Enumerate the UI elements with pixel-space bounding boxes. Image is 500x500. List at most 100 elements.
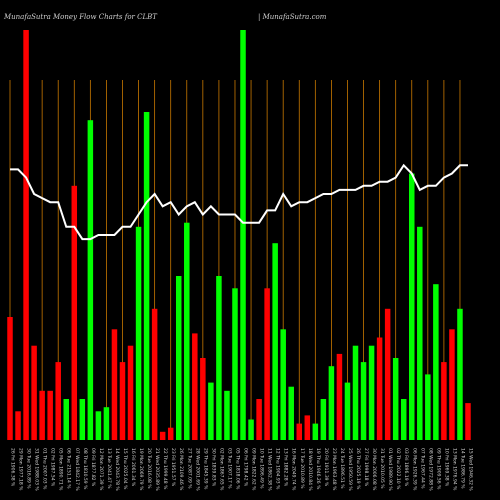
flow-bar bbox=[216, 276, 222, 440]
flow-bar bbox=[425, 374, 431, 440]
flow-bar bbox=[272, 243, 278, 440]
flow-bar bbox=[127, 345, 134, 440]
flow-bar bbox=[288, 386, 294, 440]
money-flow-line bbox=[10, 163, 468, 241]
x-tick-label: 06 Tue 2151.14 % bbox=[66, 448, 72, 489]
flow-bar bbox=[135, 226, 142, 440]
x-tick-label: 12 Mon 2071.39 % bbox=[98, 448, 104, 491]
flow-bar bbox=[449, 329, 455, 440]
flow-bar bbox=[344, 382, 351, 440]
flow-bar bbox=[441, 362, 447, 440]
flow-bar bbox=[151, 308, 158, 440]
flow-bar bbox=[200, 358, 206, 440]
flow-bar bbox=[256, 399, 262, 440]
x-tick-label: 10 Fri 1969.38 % bbox=[443, 448, 449, 487]
x-tick-label: 26 Fri 1906.38 % bbox=[10, 448, 16, 487]
x-tick-label: 08 Wed 1972.88 % bbox=[427, 448, 433, 491]
x-tick-label: 12 Thu 1904.93 % bbox=[275, 448, 281, 490]
chart-title: MunafaSutra Money Flow Charts for CLBT bbox=[4, 13, 157, 21]
flow-bar bbox=[336, 353, 343, 440]
flow-bar bbox=[368, 345, 375, 440]
x-tick-label: 08 Thu 1810.59 % bbox=[82, 448, 88, 490]
x-tick-label: 15 Thu 2025.04 % bbox=[122, 448, 128, 490]
flow-bar bbox=[280, 329, 286, 440]
x-tick-label: 14 Wed 2043.78 % bbox=[114, 448, 120, 491]
flow-bar bbox=[159, 431, 166, 440]
x-tick-label: 14 Tue 1986.79 % bbox=[459, 448, 465, 489]
flow-bar bbox=[143, 112, 150, 440]
flow-bar bbox=[264, 288, 270, 440]
flow-bar bbox=[208, 382, 214, 440]
flow-bar bbox=[71, 185, 78, 440]
x-tick-label: 13 Tue 2041.47 % bbox=[106, 448, 112, 489]
x-tick-label: 26 Mon 2109.46 % bbox=[178, 448, 184, 491]
x-tick-labels: 26 Fri 1906.38 % 29 Mon 1977.18 % 30 Tue 2… bbox=[10, 448, 474, 491]
flow-bar bbox=[175, 276, 182, 440]
site-credit: | MunafaSutra.com bbox=[258, 13, 327, 21]
x-tick-label: 07 Tue 1967.44 % bbox=[419, 448, 425, 489]
x-tick-label: 03 Tue 1907.17 % bbox=[226, 448, 232, 489]
flow-bar bbox=[224, 390, 230, 440]
x-tick-label: 09 Thu 1909.56 % bbox=[435, 448, 441, 490]
flow-bar bbox=[232, 288, 238, 440]
flow-bar bbox=[465, 403, 471, 440]
flow-bar bbox=[79, 399, 86, 440]
x-tick-label: 31 Wed 1988.03 % bbox=[34, 448, 40, 491]
x-tick-label: 05 Mon 1890.71 % bbox=[58, 448, 64, 491]
flow-bar bbox=[296, 423, 303, 440]
x-tick-label: 27 Fri 1998.18 % bbox=[363, 448, 369, 487]
x-tick-label: 02 Fri 1987.54 % bbox=[50, 448, 56, 487]
flow-bar bbox=[360, 362, 367, 440]
flow-bar bbox=[23, 30, 29, 440]
flow-bar bbox=[7, 317, 13, 440]
x-tick-label: 18 Wed 2010.84 % bbox=[307, 448, 313, 491]
flow-bar bbox=[95, 411, 102, 440]
x-tick-label: 30 Fri 1839.83 % bbox=[210, 448, 216, 487]
x-tick-label: 06 Mon 1926.39 % bbox=[411, 448, 417, 491]
flow-bar bbox=[184, 222, 190, 440]
x-tick-label: 10 Tue 1896.49 % bbox=[259, 448, 265, 489]
flow-bar bbox=[312, 423, 319, 440]
flow-bar bbox=[248, 419, 254, 440]
flow-bar bbox=[55, 362, 61, 440]
flow-bar bbox=[392, 358, 399, 440]
flow-bar bbox=[409, 173, 415, 440]
x-tick-label: 03 Fri 1896.19 % bbox=[403, 448, 409, 487]
flow-bar bbox=[103, 407, 110, 440]
flow-bar bbox=[384, 308, 391, 440]
x-tick-label: 22 Thu 1999.48 % bbox=[162, 448, 168, 490]
x-tick-label: 13 Fri 1882.28 % bbox=[283, 448, 289, 487]
x-tick-label: 07 Wed 1842.17 % bbox=[74, 448, 80, 491]
x-tick-label: 20 Tue 2016.08 % bbox=[146, 448, 152, 489]
flow-bar bbox=[63, 399, 69, 440]
flow-bar bbox=[376, 337, 383, 440]
flow-bar bbox=[111, 329, 118, 440]
x-tick-label: 21 Wed 2035.89 % bbox=[154, 448, 160, 491]
flow-bars bbox=[7, 30, 471, 440]
flow-bar bbox=[328, 366, 335, 440]
flow-bar bbox=[352, 345, 359, 440]
flow-bar bbox=[15, 411, 21, 440]
flow-bar bbox=[417, 226, 423, 440]
flow-bar bbox=[240, 30, 246, 440]
x-tick-label: 01 Thu 2007.03 % bbox=[42, 448, 48, 490]
flow-bar bbox=[400, 399, 407, 440]
x-tick-label: 13 Mon 1976.94 % bbox=[451, 448, 457, 491]
x-tick-label: 15 Wed 1946.32 % bbox=[468, 448, 474, 491]
x-tick-label: 19 Thu 1946.26 % bbox=[315, 448, 321, 490]
flow-bar bbox=[304, 415, 311, 440]
flow-bar bbox=[87, 120, 94, 440]
flow-bar bbox=[47, 390, 53, 440]
flow-bar bbox=[320, 399, 327, 440]
x-tick-label: 17 Tue 2010.89 % bbox=[299, 448, 305, 489]
x-tick-label: 28 Wed 2001.69 % bbox=[194, 448, 200, 491]
x-tick-label: 02 Thu 2022.10 % bbox=[395, 448, 401, 490]
x-tick-label: 20 Fri 1911.39 % bbox=[323, 448, 329, 487]
x-tick-label: 31 Tue 2010.05 % bbox=[379, 448, 385, 489]
flow-bar bbox=[192, 333, 198, 440]
x-tick-label: 25 Wed 1950.59 % bbox=[347, 448, 353, 491]
x-tick-label: 16 Mon 2049.74 % bbox=[291, 448, 297, 491]
x-tick-label: 24 Tue 1896.51 % bbox=[339, 448, 345, 489]
x-tick-label: 09 Fri 1877.82 % bbox=[90, 448, 96, 487]
